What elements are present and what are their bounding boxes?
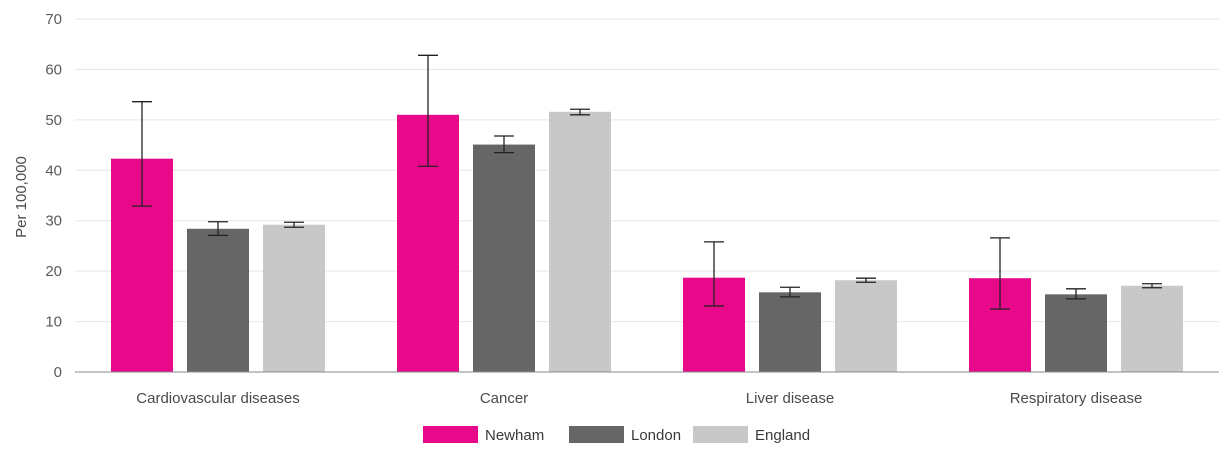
legend-label: London — [631, 427, 681, 444]
error-bar — [418, 54, 438, 167]
bar-london — [187, 228, 249, 372]
y-tick-label: 40 — [45, 162, 62, 179]
legend-label: Newham — [485, 427, 544, 444]
bar-london — [1045, 294, 1107, 372]
bars — [111, 111, 1183, 373]
error-bar — [208, 221, 228, 236]
legend-swatch-england — [693, 426, 748, 443]
bar-london — [759, 292, 821, 372]
legend-label: England — [755, 427, 810, 444]
legend: Newham London England — [423, 426, 810, 444]
y-tick-label: 70 — [45, 11, 62, 28]
error-bar — [704, 241, 724, 307]
y-tick-label: 30 — [45, 213, 62, 230]
error-bar — [856, 277, 876, 283]
error-bar — [1066, 288, 1086, 300]
bar-england — [263, 224, 325, 372]
error-bar — [1142, 283, 1162, 289]
bar-london — [473, 144, 535, 372]
category-labels: Cardiovascular diseases Cancer Liver disea… — [136, 390, 1142, 407]
legend-swatch-london — [569, 426, 624, 443]
y-tick-label: 0 — [54, 364, 62, 381]
x-category-label: Cardiovascular diseases — [136, 390, 299, 407]
legend-swatch-newham — [423, 426, 478, 443]
y-tick-label: 20 — [45, 263, 62, 280]
error-bar — [494, 135, 514, 154]
error-bars — [132, 54, 1162, 310]
y-tick-label: 10 — [45, 314, 62, 331]
bar-england — [1121, 285, 1183, 372]
y-tick-label: 50 — [45, 112, 62, 129]
x-category-label: Liver disease — [746, 390, 834, 407]
bar-england — [835, 280, 897, 372]
x-category-label: Respiratory disease — [1010, 390, 1143, 407]
x-category-label: Cancer — [480, 390, 528, 407]
error-bar — [780, 286, 800, 298]
y-tick-label: 60 — [45, 61, 62, 78]
error-bar — [284, 221, 304, 228]
bar-england — [549, 111, 611, 372]
error-bar — [132, 101, 152, 207]
y-axis-title: Per 100,000 — [13, 156, 30, 238]
y-axis-ticks: 0 10 20 30 40 50 60 70 — [45, 11, 62, 381]
error-bar — [990, 237, 1010, 310]
error-bar — [570, 108, 590, 116]
